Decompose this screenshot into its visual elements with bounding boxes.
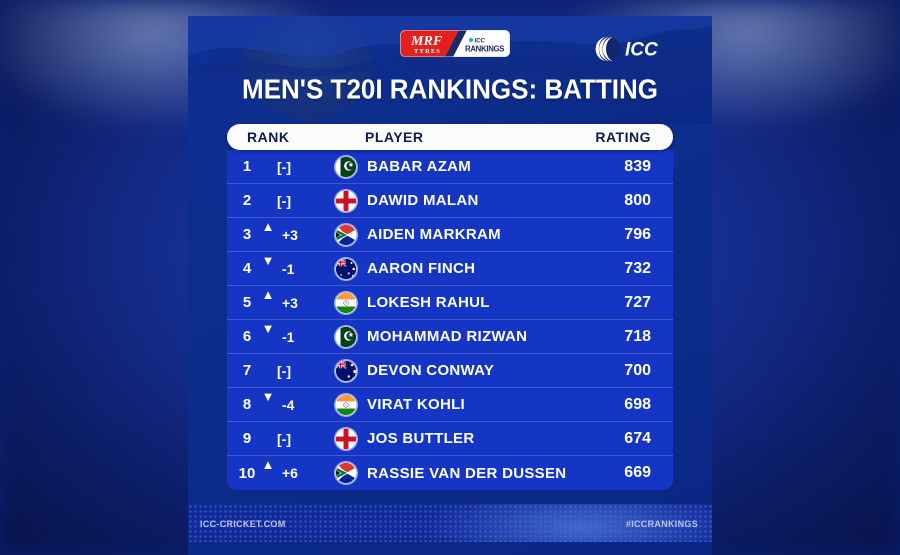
svg-text:MRF: MRF <box>410 34 443 49</box>
svg-text:ICC: ICC <box>475 38 486 44</box>
svg-text:RANKINGS: RANKINGS <box>465 45 504 54</box>
svg-text:ICC: ICC <box>625 40 658 61</box>
svg-text:TYRES: TYRES <box>414 48 441 55</box>
